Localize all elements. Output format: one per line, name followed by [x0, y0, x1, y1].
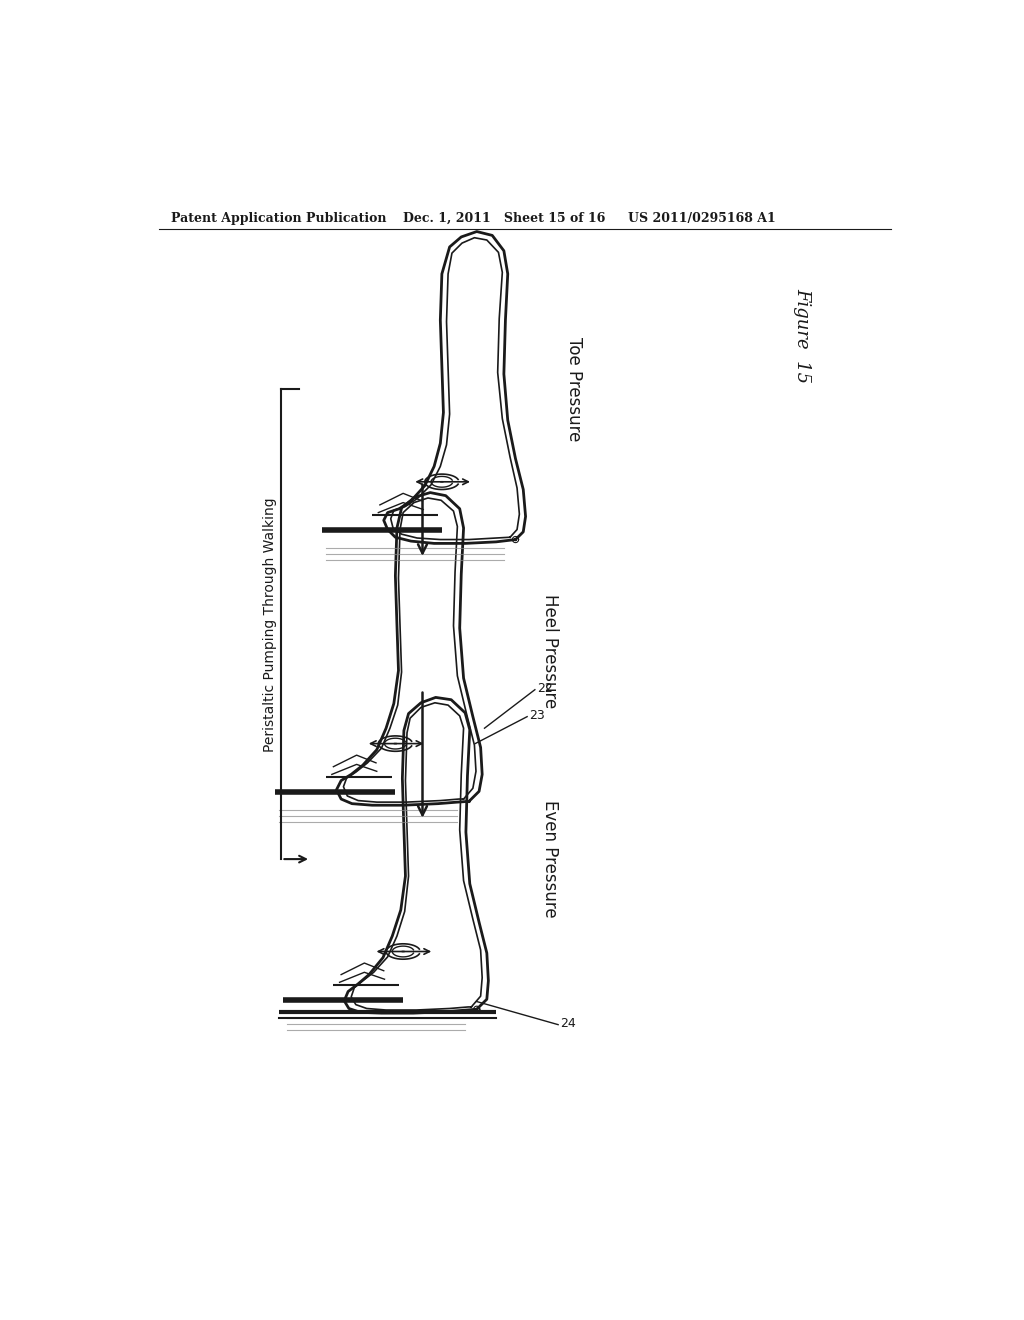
- Text: Patent Application Publication: Patent Application Publication: [171, 213, 386, 224]
- Text: 24: 24: [560, 1016, 577, 1030]
- Text: Even Pressure: Even Pressure: [542, 800, 559, 917]
- Text: 23: 23: [529, 709, 545, 722]
- Text: Figure  15: Figure 15: [794, 288, 811, 383]
- Text: Dec. 1, 2011   Sheet 15 of 16: Dec. 1, 2011 Sheet 15 of 16: [403, 213, 605, 224]
- Text: US 2011/0295168 A1: US 2011/0295168 A1: [628, 213, 775, 224]
- Text: Heel Pressure: Heel Pressure: [542, 594, 559, 709]
- Text: Toe Pressure: Toe Pressure: [564, 337, 583, 442]
- Text: Peristaltic Pumping Through Walking: Peristaltic Pumping Through Walking: [263, 496, 276, 751]
- Text: 22: 22: [538, 681, 553, 694]
